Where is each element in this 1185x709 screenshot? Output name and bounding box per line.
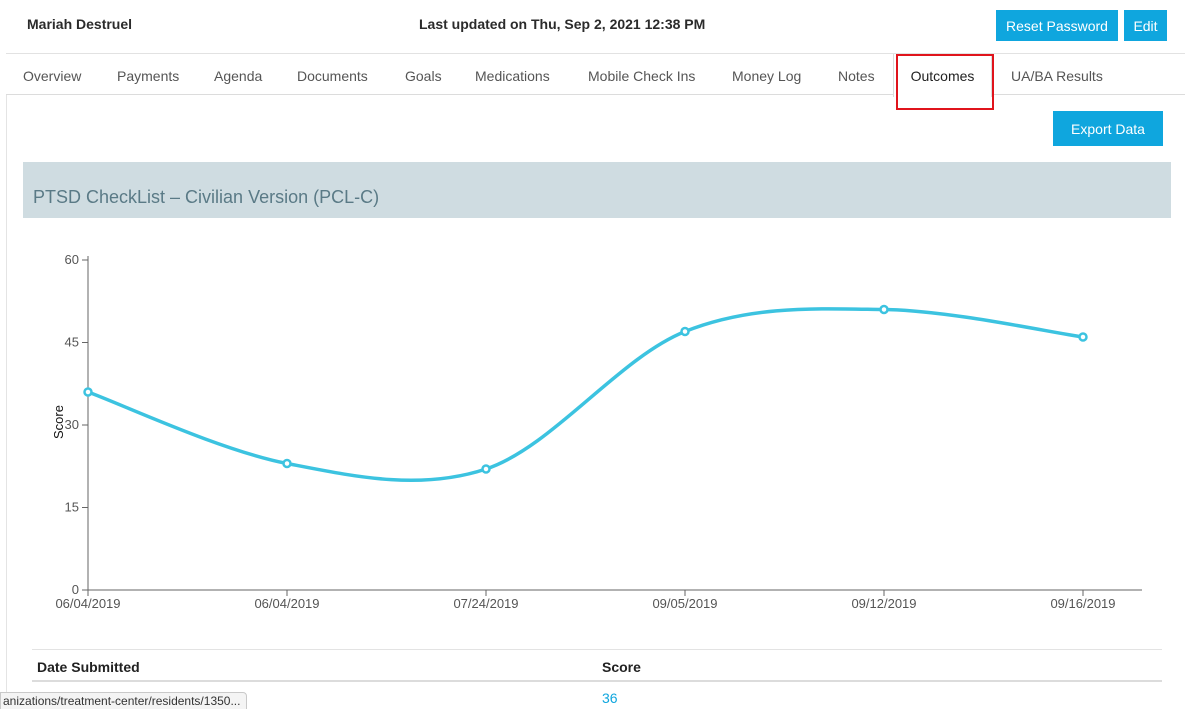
tab-money-log[interactable]: Money Log <box>732 68 802 84</box>
tab-mobile-check-ins[interactable]: Mobile Check Ins <box>588 68 696 84</box>
x-tick-label: 06/04/2019 <box>55 596 120 611</box>
x-tick-label: 09/12/2019 <box>851 596 916 611</box>
tab-outcomes[interactable]: Outcomes <box>893 54 992 97</box>
x-tick-label: 06/04/2019 <box>254 596 319 611</box>
data-point <box>83 387 93 397</box>
tab-notes[interactable]: Notes <box>838 68 875 84</box>
y-tick-label: 30 <box>65 417 79 432</box>
tab-overview[interactable]: Overview <box>23 68 82 84</box>
data-point <box>1078 332 1088 342</box>
status-bar-url: anizations/treatment-center/residents/13… <box>0 692 248 709</box>
series-line <box>86 307 1085 483</box>
data-point <box>879 304 889 315</box>
content-frame <box>6 95 1185 709</box>
x-tick-label: 09/16/2019 <box>1050 596 1115 611</box>
tab-ua-ba-results[interactable]: UA/BA Results <box>1011 68 1103 84</box>
y-tick-label: 15 <box>65 500 79 515</box>
section-header: PTSD CheckList – Civilian Version (PCL-C… <box>23 162 1171 218</box>
export-data-button[interactable]: Export Data <box>1053 111 1163 146</box>
data-point <box>282 458 292 469</box>
y-axis-title: Score <box>51 405 66 439</box>
tab-bar: Overview Payments Agenda Documents Goals… <box>6 53 1185 97</box>
tab-agenda[interactable]: Agenda <box>214 68 263 84</box>
score-cell[interactable]: 36 <box>602 690 618 706</box>
y-tick-label: 45 <box>65 335 79 350</box>
section-title: PTSD CheckList – Civilian Version (PCL-C… <box>33 187 380 207</box>
outcome-score-chart: 0 15 30 45 60 06/04/2019 06/04/2019 07/24/2019 0… <box>51 252 1142 611</box>
tab-goals[interactable]: Goals <box>405 68 442 84</box>
table-header-row: Date Submitted Score <box>32 649 1162 682</box>
tab-medications[interactable]: Medications <box>475 68 550 84</box>
outcomes-table: Date Submitted Score 36 <box>32 649 1162 709</box>
tab-documents[interactable]: Documents <box>297 68 368 84</box>
last-updated-text: Last updated on Thu, Sep 2, 2021 12:38 P… <box>419 16 706 32</box>
x-tick-label: 09/05/2019 <box>652 596 717 611</box>
x-tick-label: 07/24/2019 <box>453 596 518 611</box>
resident-name: Mariah Destruel <box>27 16 133 32</box>
reset-password-button[interactable]: Reset Password <box>996 10 1118 41</box>
tab-payments[interactable]: Payments <box>117 68 180 84</box>
y-tick-label: 0 <box>72 582 79 597</box>
resident-header: Mariah Destruel Last updated on Thu, Sep… <box>0 0 1185 52</box>
edit-button[interactable]: Edit <box>1124 10 1167 41</box>
date-submitted-header: Date Submitted <box>37 659 140 675</box>
table-row[interactable]: 36 <box>32 682 1162 709</box>
score-header: Score <box>602 659 641 675</box>
data-point <box>481 464 491 474</box>
y-tick-label: 60 <box>65 252 79 267</box>
data-point <box>680 326 690 337</box>
